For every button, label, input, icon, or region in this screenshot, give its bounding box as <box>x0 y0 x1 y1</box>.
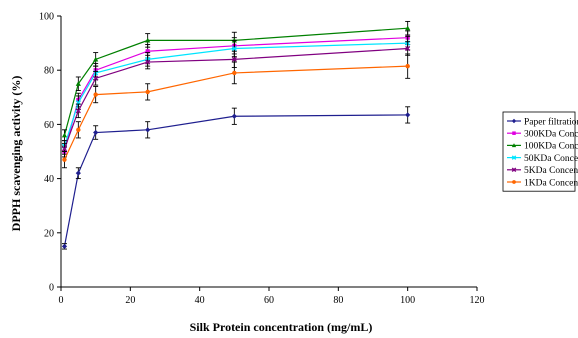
point-marker <box>511 155 517 160</box>
point-marker <box>231 113 237 119</box>
point-marker <box>232 70 237 76</box>
point-marker <box>231 45 237 52</box>
marker-stroke <box>61 146 68 152</box>
x-tick-label: 60 <box>264 295 274 306</box>
marker-stroke <box>75 108 81 114</box>
legend-label: Paper filtration <box>524 116 578 127</box>
legend-item: 100KDa Concentrate <box>507 142 578 152</box>
marker-stroke <box>231 56 237 62</box>
point-marker <box>61 132 68 138</box>
point-marker <box>405 25 411 31</box>
y-tick-label: 60 <box>44 120 54 131</box>
legend-label: 50KDa Concentrate <box>524 154 578 164</box>
x-tick-label: 20 <box>125 295 135 306</box>
point-marker <box>405 112 411 118</box>
series-0 <box>61 106 411 250</box>
y-tick-label: 100 <box>39 12 54 23</box>
point-marker <box>75 108 81 114</box>
legend-item: Paper filtration <box>507 116 578 127</box>
marker-stroke <box>231 45 237 52</box>
series-line <box>63 114 408 247</box>
point-marker <box>145 127 151 133</box>
point-marker <box>145 89 150 95</box>
point-marker <box>145 49 150 54</box>
point-marker <box>93 75 99 81</box>
series-line <box>63 47 408 149</box>
series-4 <box>61 41 411 155</box>
x-tick-label: 120 <box>470 295 485 306</box>
x-tick-label: 0 <box>59 295 64 306</box>
point-marker <box>511 118 517 124</box>
point-marker <box>61 146 68 152</box>
point-marker <box>511 143 517 148</box>
point-marker <box>93 56 99 62</box>
series-2 <box>61 20 411 142</box>
marker-stroke <box>405 45 411 52</box>
plot-area <box>61 20 411 250</box>
legend-box <box>502 111 576 192</box>
series-line <box>63 27 408 136</box>
series-line <box>63 37 408 152</box>
legend: Paper filtration 300KDa Concentrate 100KDa… <box>502 111 578 192</box>
point-marker <box>405 45 411 52</box>
point-marker <box>512 180 516 184</box>
axes: 0 20 40 60 80 100 0 20 40 60 80 100 120 <box>39 12 485 307</box>
legend-item: 50KDa Concentrate <box>507 154 578 164</box>
marker-stroke <box>145 59 151 65</box>
x-tick-label: 40 <box>195 295 205 306</box>
legend-label: 100KDa Concentrate <box>524 142 578 152</box>
legend-item: 300KDa Concentrate <box>507 130 578 140</box>
point-marker <box>75 81 81 86</box>
point-marker <box>145 59 151 65</box>
series-line <box>63 65 408 160</box>
legend-label: 5KDa Concentrate <box>524 166 578 176</box>
point-marker <box>62 157 67 162</box>
x-tick-label: 80 <box>333 295 343 306</box>
point-marker <box>93 129 99 136</box>
point-marker <box>93 92 98 97</box>
marker-stroke <box>511 155 517 160</box>
series-line <box>63 42 408 147</box>
point-marker <box>511 167 517 173</box>
legend-item: 5KDa Concentrate <box>507 166 578 176</box>
legend-label: 300KDa Concentrate <box>524 130 578 140</box>
point-marker <box>145 37 151 43</box>
point-marker <box>405 63 410 69</box>
x-axis-title: Silk Protein concentration (mg/mL) <box>190 320 373 334</box>
y-tick-label: 0 <box>49 283 54 294</box>
x-tick-label: 100 <box>400 295 415 306</box>
point-marker <box>75 170 81 176</box>
point-marker <box>512 131 516 135</box>
legend-item: 1KDa Concentrate <box>507 178 578 188</box>
marker-stroke <box>511 167 517 173</box>
y-tick-label: 80 <box>44 66 54 77</box>
y-tick-label: 20 <box>44 228 54 239</box>
marker-stroke <box>93 75 99 81</box>
point-marker <box>61 243 68 249</box>
point-marker <box>76 127 81 133</box>
y-tick-label: 40 <box>44 174 54 185</box>
legend-label: 1KDa Concentrate <box>524 178 578 188</box>
series-5 <box>61 53 411 169</box>
point-marker <box>231 56 237 62</box>
y-axis-title: DPPH scavenging activity (%) <box>9 76 23 232</box>
